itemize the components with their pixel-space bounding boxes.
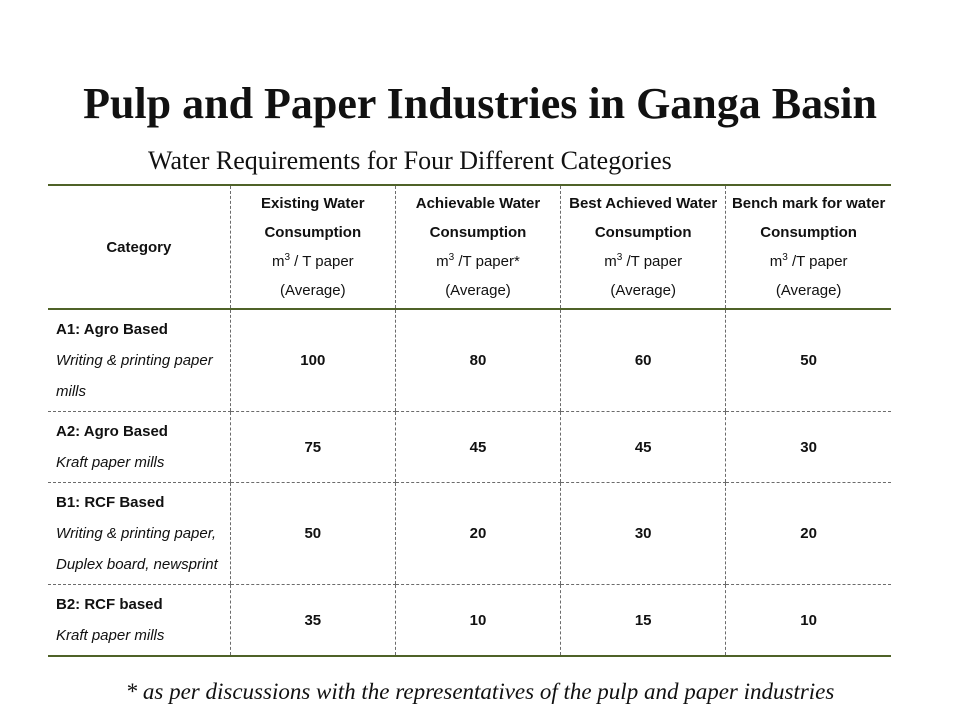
header-note: (Average) bbox=[280, 282, 346, 299]
table-row-a1: A1: Agro Based Writing & printing paper … bbox=[48, 309, 891, 412]
value-best-achieved: 30 bbox=[560, 482, 726, 585]
category-description: Kraft paper mills bbox=[56, 454, 165, 471]
table-header-row: Category Existing Water Consumption m3 /… bbox=[48, 184, 891, 310]
category-cell: B1: RCF Based Writing & printing paper, … bbox=[48, 482, 231, 585]
value-achievable: 20 bbox=[394, 482, 561, 585]
header-note: (Average) bbox=[610, 282, 676, 299]
category-description: Writing & printing paper, Duplex board, … bbox=[56, 525, 218, 573]
category-cell: A1: Agro Based Writing & printing paper … bbox=[48, 309, 231, 412]
slide-title: Pulp and Paper Industries in Ganga Basin bbox=[83, 79, 877, 128]
value-existing: 100 bbox=[229, 309, 396, 412]
value-existing: 50 bbox=[229, 482, 396, 585]
header-label: Best Achieved Water Consumption bbox=[569, 195, 718, 241]
header-unit: m3 /T paper bbox=[604, 252, 683, 271]
category-name: A2: Agro Based bbox=[56, 423, 168, 440]
category-cell: B2: RCF based Kraft paper mills bbox=[48, 584, 231, 657]
value-best-achieved: 60 bbox=[560, 309, 726, 412]
header-benchmark-consumption: Bench mark for water Consumption m3 /T p… bbox=[725, 184, 891, 310]
value-achievable: 10 bbox=[394, 584, 561, 657]
category-name: B1: RCF Based bbox=[56, 494, 165, 511]
category-description: Writing & printing paper mills bbox=[56, 352, 213, 400]
header-achievable-consumption: Achievable Water Consumption m3 /T paper… bbox=[394, 184, 561, 310]
header-best-achieved-consumption: Best Achieved Water Consumption m3 /T pa… bbox=[560, 184, 726, 310]
category-cell: A2: Agro Based Kraft paper mills bbox=[48, 411, 231, 483]
table-row-a2: A2: Agro Based Kraft paper mills 75 45 4… bbox=[48, 411, 891, 483]
slide-subtitle: Water Requirements for Four Different Ca… bbox=[148, 146, 672, 175]
header-label: Existing Water Consumption bbox=[260, 195, 365, 241]
value-achievable: 45 bbox=[394, 411, 561, 483]
category-name: B2: RCF based bbox=[56, 596, 163, 613]
header-unit: m3 / T paper bbox=[271, 252, 354, 271]
category-name: A1: Agro Based bbox=[56, 321, 168, 338]
header-label: Achievable Water Consumption bbox=[415, 195, 541, 241]
value-benchmark: 50 bbox=[725, 309, 891, 412]
table-row-b1: B1: RCF Based Writing & printing paper, … bbox=[48, 482, 891, 585]
value-achievable: 80 bbox=[394, 309, 561, 412]
footnote: * as per discussions with the representa… bbox=[125, 679, 835, 704]
header-unit: m3 /T paper* bbox=[436, 252, 520, 271]
header-unit: m3 /T paper bbox=[769, 252, 848, 271]
header-label: Bench mark for water Consumption bbox=[731, 195, 886, 241]
header-label: Category bbox=[106, 238, 172, 256]
header-note: (Average) bbox=[775, 282, 842, 299]
value-benchmark: 10 bbox=[725, 584, 891, 657]
water-requirements-table: Category Existing Water Consumption m3 /… bbox=[48, 184, 891, 657]
header-existing-consumption: Existing Water Consumption m3 / T paper … bbox=[229, 184, 396, 310]
table-row-b2: B2: RCF based Kraft paper mills 35 10 15… bbox=[48, 584, 891, 657]
value-benchmark: 30 bbox=[725, 411, 891, 483]
value-best-achieved: 15 bbox=[560, 584, 726, 657]
header-note: (Average) bbox=[445, 282, 511, 299]
header-category: Category bbox=[48, 184, 231, 310]
value-benchmark: 20 bbox=[725, 482, 891, 585]
value-existing: 75 bbox=[229, 411, 396, 483]
category-description: Kraft paper mills bbox=[56, 627, 165, 644]
value-best-achieved: 45 bbox=[560, 411, 726, 483]
value-existing: 35 bbox=[229, 584, 396, 657]
